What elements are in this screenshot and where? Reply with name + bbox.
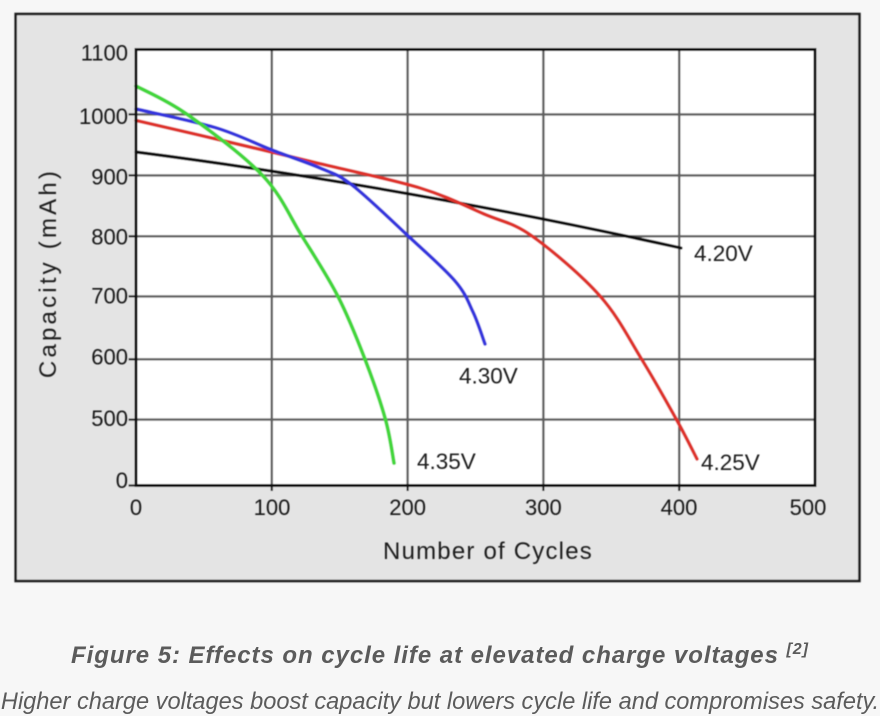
svg-text:300: 300 bbox=[525, 495, 562, 520]
svg-text:4.30V: 4.30V bbox=[459, 364, 518, 389]
svg-text:1000: 1000 bbox=[79, 104, 128, 129]
svg-text:100: 100 bbox=[254, 495, 291, 520]
svg-text:Number of Cycles: Number of Cycles bbox=[383, 538, 593, 565]
svg-text:4.35V: 4.35V bbox=[417, 449, 476, 474]
svg-text:700: 700 bbox=[91, 284, 128, 309]
svg-text:4.25V: 4.25V bbox=[701, 450, 760, 475]
svg-text:1100: 1100 bbox=[81, 40, 128, 65]
svg-text:Capacity (mAh): Capacity (mAh) bbox=[35, 168, 62, 378]
svg-text:4.20V: 4.20V bbox=[694, 241, 753, 266]
svg-text:400: 400 bbox=[661, 495, 698, 520]
svg-text:0: 0 bbox=[130, 495, 142, 520]
svg-text:200: 200 bbox=[389, 495, 426, 520]
svg-text:0: 0 bbox=[116, 468, 128, 493]
svg-text:600: 600 bbox=[91, 344, 128, 369]
svg-text:500: 500 bbox=[91, 406, 128, 431]
svg-text:500: 500 bbox=[790, 495, 827, 520]
svg-text:900: 900 bbox=[91, 164, 128, 189]
svg-text:800: 800 bbox=[91, 224, 128, 249]
